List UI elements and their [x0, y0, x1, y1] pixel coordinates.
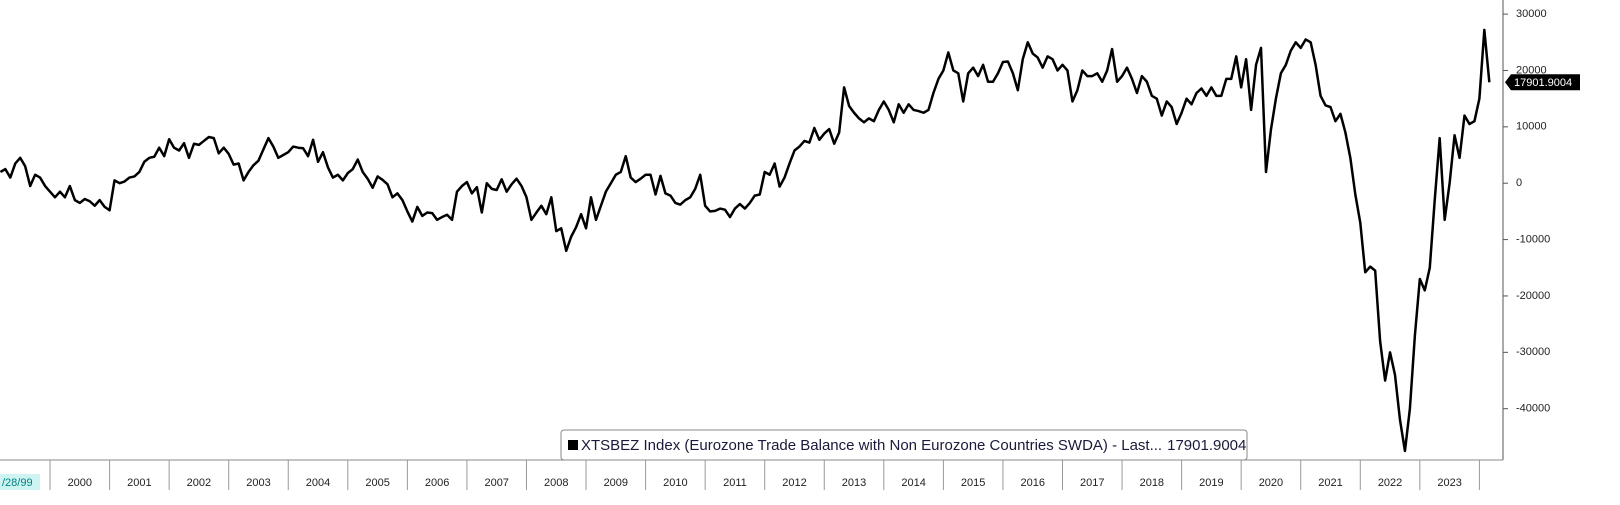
- x-tick-label: 2003: [246, 477, 270, 489]
- y-tick-label: -20000: [1516, 290, 1550, 302]
- x-tick-label: 2022: [1378, 477, 1402, 489]
- x-tick-label: 2010: [663, 477, 687, 489]
- x-tick-label: 2004: [306, 477, 330, 489]
- x-tick-label: 2013: [842, 477, 866, 489]
- x-tick-label: 2007: [484, 477, 508, 489]
- x-tick-label: 2016: [1020, 477, 1044, 489]
- x-tick-label: 2005: [365, 477, 389, 489]
- start-label-bg: [0, 474, 40, 490]
- legend-swatch: [568, 440, 578, 450]
- x-start-label: /28/99: [2, 477, 33, 489]
- x-tick-label: 2012: [782, 477, 806, 489]
- x-tick-label: 2015: [961, 477, 985, 489]
- x-tick-label: 2017: [1080, 477, 1104, 489]
- legend: XTSBEZ Index (Eurozone Trade Balance wit…: [560, 429, 1248, 461]
- legend-box: [560, 429, 1248, 461]
- last-value-box: [1505, 74, 1580, 91]
- x-tick-label: 2008: [544, 477, 568, 489]
- x-tick-label: 2014: [901, 477, 925, 489]
- x-tick-label: 2018: [1140, 477, 1164, 489]
- y-tick-label: -30000: [1516, 346, 1550, 358]
- x-tick-label: 2001: [127, 477, 151, 489]
- y-tick-label: 10000: [1516, 121, 1547, 133]
- y-tick-label: 20000: [1516, 64, 1547, 76]
- x-tick-label: 2011: [723, 477, 747, 489]
- x-tick-label: 2021: [1318, 477, 1342, 489]
- y-tick-label: -10000: [1516, 233, 1550, 245]
- x-tick-label: 2023: [1437, 477, 1461, 489]
- legend-text: XTSBEZ Index (Eurozone Trade Balance wit…: [581, 437, 1246, 454]
- x-tick-label: 2019: [1199, 477, 1223, 489]
- y-tick-label: -40000: [1516, 403, 1550, 415]
- x-tick-label: 2020: [1259, 477, 1283, 489]
- y-tick-label: 0: [1516, 177, 1522, 189]
- last-value-label: 17901.9004: [1514, 77, 1572, 89]
- x-tick-label: 2006: [425, 477, 449, 489]
- series-line: [0, 28, 1491, 453]
- legend-name: XTSBEZ Index (Eurozone Trade Balance wit…: [581, 437, 1162, 454]
- x-tick-label: 2002: [187, 477, 211, 489]
- y-tick-label: 30000: [1516, 8, 1547, 20]
- x-tick-label: 2000: [68, 477, 92, 489]
- legend-last-value: 17901.9004: [1167, 437, 1246, 454]
- x-tick-label: 2009: [604, 477, 628, 489]
